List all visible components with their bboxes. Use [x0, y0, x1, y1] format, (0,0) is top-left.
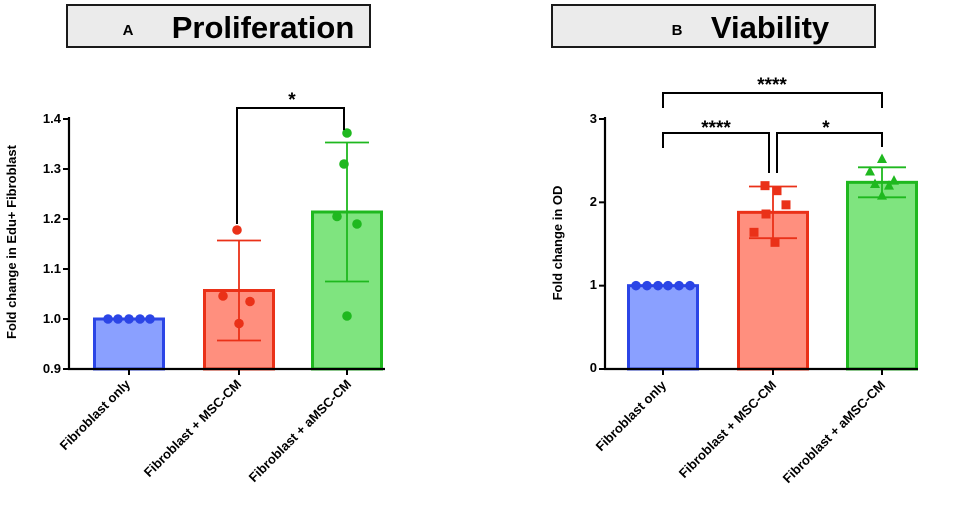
panel-a-data-point: [332, 211, 342, 222]
panel-a-data-point: [342, 128, 352, 138]
panel-a-letter: A: [123, 22, 134, 39]
panel-a-data-point: [113, 314, 123, 324]
panel-b-y-tick-label: 2: [590, 194, 597, 209]
panel-b-error-bar: [749, 185, 797, 240]
panel-b-title: Viability: [711, 10, 830, 45]
panel-b-plot: [599, 92, 918, 375]
panel-a: A Proliferation Fold change in Edu+ Fibr…: [4, 4, 385, 485]
panel-a-plot: [63, 107, 385, 375]
panel-b-y-axis-title: Fold change in OD: [550, 186, 565, 301]
panel-b-significance-bracket: [662, 132, 770, 173]
panel-a-y-tick-label: 1.1: [43, 261, 61, 276]
panel-b-data-point: [761, 209, 771, 219]
panel-a-y-tick-label: 0.9: [43, 361, 61, 376]
panel-b-data-point: [884, 180, 894, 190]
panel-a-data-point: [232, 225, 242, 235]
panel-b-error-bar: [858, 166, 906, 199]
panel-b-x-tick-label: Fibroblast + MSC-CM: [676, 378, 779, 481]
panel-a-error-bar: [217, 239, 261, 342]
panel-a-data-point: [135, 314, 145, 324]
panel-b-significance-label: ****: [701, 118, 731, 139]
panel-b-y-tick-label: 0: [590, 360, 597, 375]
panel-b-title-box: [551, 4, 876, 48]
panel-a-significance-label: *: [288, 90, 296, 111]
panel-b-significance-bracket: [662, 92, 883, 108]
panel-b-data-point: [642, 280, 652, 291]
panel-b-data-point: [877, 153, 887, 163]
panel-a-significance-bracket: [236, 107, 345, 224]
panel-b-data-point: [653, 280, 663, 291]
panel-b-data-point: [631, 280, 641, 291]
panel-b-significance-bracket: [776, 132, 883, 173]
panel-b-data-point: [674, 280, 684, 291]
panel-a-data-point: [103, 314, 113, 324]
panel-a-bar: [93, 317, 165, 371]
panel-b-bar: [627, 284, 699, 371]
panel-a-y-tick-label: 1.3: [43, 161, 61, 176]
panel-b-y-tick-label: 1: [590, 277, 597, 292]
panel-b-data-point: [865, 166, 875, 176]
panel-b-data-point: [889, 175, 899, 185]
panel-b-significance-label: *: [822, 118, 830, 139]
panel-a-data-point: [218, 291, 228, 301]
panel-b-letter: B: [672, 22, 683, 39]
panel-b-data-point: [663, 280, 673, 291]
panel-a-title: Proliferation: [172, 10, 355, 45]
panel-b-data-point: [870, 178, 880, 188]
panel-a-data-point: [245, 296, 255, 307]
panel-a-title-box: [66, 4, 371, 48]
panel-b-bar: [846, 180, 918, 371]
panel-a-y-tick-label: 1.2: [43, 211, 61, 226]
panel-a-data-point: [342, 311, 352, 321]
panel-a-x-tick-label: Fibroblast only: [57, 376, 134, 453]
panel-b-x-tick-label: Fibroblast only: [593, 377, 670, 454]
panel-b-data-point: [781, 200, 791, 210]
panel-b-y-tick-label: 3: [590, 111, 597, 126]
panel-a-data-point: [124, 314, 134, 324]
panel-b-data-point: [770, 237, 780, 247]
panel-b-data-point: [749, 227, 759, 237]
panel-b-data-point: [772, 186, 782, 196]
panel-a-data-point: [145, 314, 155, 324]
panel-b-data-point: [685, 280, 695, 291]
panel-a-y-axis-title: Fold change in Edu+ Fibroblast: [4, 144, 19, 339]
panel-b: B Viability Fold change in OD 0 1 2 3 Fi…: [550, 4, 918, 486]
panel-a-x-tick-label: Fibroblast + aMSC-CM: [246, 377, 354, 485]
panel-b-x-tick-label: Fibroblast + aMSC-CM: [780, 378, 888, 486]
panel-b-significance-label: ****: [757, 75, 787, 96]
panel-a-data-point: [352, 219, 362, 229]
panel-a-x-tick-label: Fibroblast + MSC-CM: [141, 377, 244, 480]
panel-a-y-tick-label: 1.4: [43, 111, 62, 126]
panel-a-error-bar: [325, 141, 369, 283]
panel-a-y-tick-label: 1.0: [43, 311, 61, 326]
